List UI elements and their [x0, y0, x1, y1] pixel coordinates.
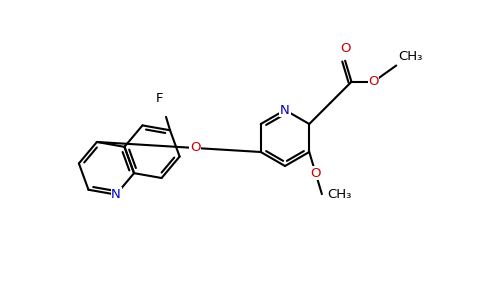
- Text: N: N: [111, 188, 121, 201]
- Text: O: O: [340, 42, 350, 55]
- Text: CH₃: CH₃: [398, 50, 423, 62]
- Text: F: F: [156, 92, 164, 105]
- Text: O: O: [190, 142, 200, 154]
- Text: O: O: [310, 167, 321, 180]
- Text: O: O: [310, 167, 321, 180]
- Text: CH₃: CH₃: [327, 188, 351, 201]
- Text: O: O: [368, 75, 378, 88]
- Text: N: N: [280, 103, 290, 116]
